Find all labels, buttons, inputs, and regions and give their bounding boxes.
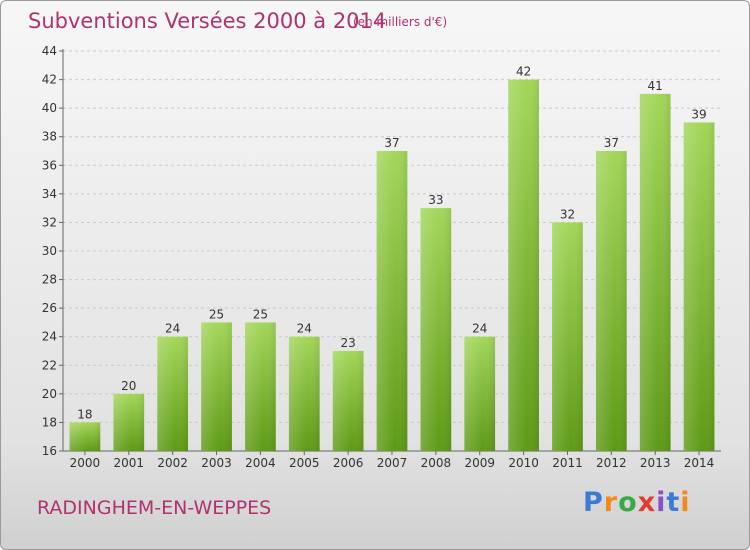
x-tick-label: 2003 [201, 456, 232, 470]
value-labels: 18 20 24 25 25 24 23 37 33 24 42 32 37 41 39 [77, 65, 706, 422]
logo-letter: o [618, 487, 638, 518]
y-tick-label: 40 [42, 101, 57, 115]
y-tick-label: 22 [42, 358, 57, 372]
bar-value-label: 25 [209, 307, 224, 321]
bar-shade [552, 222, 583, 451]
commune-name: RADINGHEM-EN-WEPPES [37, 497, 272, 519]
bar-value-label: 37 [604, 136, 619, 150]
bar-value-label: 39 [691, 107, 706, 121]
y-tick-label: 42 [42, 73, 57, 87]
x-tick-label: 2002 [157, 456, 188, 470]
y-tick-label: 36 [42, 158, 57, 172]
bar-value-label: 20 [121, 379, 136, 393]
x-tick-label: 2004 [245, 456, 276, 470]
bar-shade [332, 351, 364, 451]
bars [69, 79, 715, 452]
bar-value-label: 42 [516, 65, 531, 79]
bar-value-label: 18 [77, 407, 92, 421]
y-tick-label: 16 [42, 444, 57, 458]
bar-value-label: 24 [165, 322, 180, 336]
y-tick-label: 34 [42, 187, 57, 201]
bar-shade [69, 422, 101, 451]
x-tick-label: 2007 [377, 456, 408, 470]
bar-value-label: 32 [560, 207, 575, 221]
x-tick-label: 2010 [508, 456, 539, 470]
y-tick-label: 38 [42, 130, 57, 144]
y-tick-label: 32 [42, 215, 57, 229]
bar-shade [245, 322, 276, 451]
chart-title: Subventions Versées 2000 à 2014 [28, 9, 387, 33]
bar-shade [113, 393, 145, 451]
y-tick-label: 24 [42, 330, 57, 344]
y-tick-label: 28 [42, 273, 57, 287]
logo-letter: x [637, 487, 657, 518]
logo-letter: i [680, 487, 691, 518]
bar-shade [508, 79, 539, 452]
bar-shade [464, 336, 496, 451]
bar-value-label: 25 [253, 307, 268, 321]
bar-shade [420, 208, 452, 451]
bar-shade [639, 93, 671, 451]
bar-value-label: 24 [472, 322, 487, 336]
y-tick-label: 30 [42, 244, 57, 258]
x-tick-label: 2006 [333, 456, 364, 470]
bar-value-label: 33 [428, 193, 443, 207]
y-tick-label: 18 [42, 415, 57, 429]
bar-shade [683, 122, 715, 451]
x-tick-label: 2005 [289, 456, 320, 470]
bar-value-label: 23 [340, 336, 355, 350]
y-tick-label: 20 [42, 387, 57, 401]
bar-shade [288, 336, 320, 451]
bar-shade [595, 151, 627, 451]
x-tick-label: 2012 [596, 456, 627, 470]
x-tick-label: 2013 [640, 456, 671, 470]
y-tick-label: 44 [42, 44, 57, 58]
proxiti-logo: Proxiti [583, 487, 691, 518]
bar-shade [201, 322, 232, 451]
x-tick-label: 2009 [464, 456, 495, 470]
x-tick-label: 2001 [114, 456, 145, 470]
x-tick-label: 2011 [552, 456, 583, 470]
bar-value-label: 24 [297, 322, 312, 336]
bar-value-label: 37 [384, 136, 399, 150]
x-tick-label: 2000 [70, 456, 101, 470]
logo-letter: i [656, 487, 667, 518]
logo-letter: r [603, 487, 619, 518]
y-tick-label: 26 [42, 301, 57, 315]
logo-letter: t [666, 487, 681, 518]
bar-value-label: 41 [648, 79, 663, 93]
x-tick-label: 2014 [684, 456, 715, 470]
logo-letter: P [583, 487, 604, 518]
bar-shade [157, 336, 189, 451]
bar-shade [376, 151, 408, 451]
x-tick-label: 2008 [421, 456, 452, 470]
chart-unit: (en milliers d'€) [353, 15, 448, 29]
